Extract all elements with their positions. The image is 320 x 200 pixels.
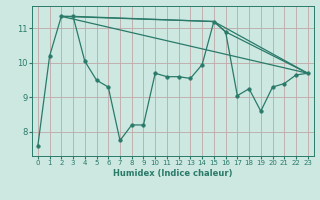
X-axis label: Humidex (Indice chaleur): Humidex (Indice chaleur) xyxy=(113,169,233,178)
